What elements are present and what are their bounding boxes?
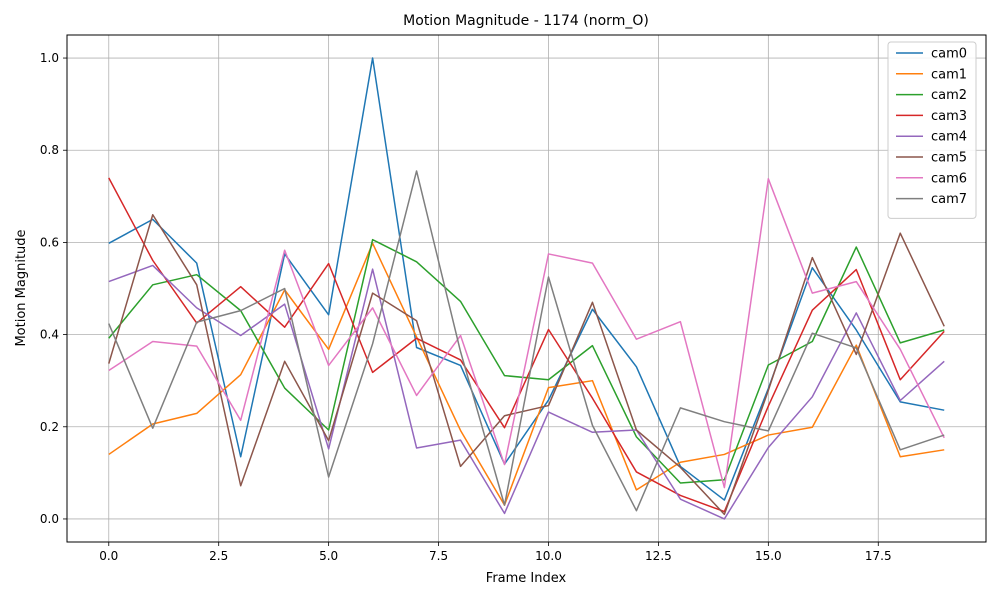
- series-line-cam0: [108, 57, 945, 501]
- x-tick-label: 12.5: [645, 549, 672, 563]
- y-tick-label: 0.2: [40, 420, 59, 434]
- x-axis-label: Frame Index: [486, 571, 567, 586]
- series-line-cam6: [108, 178, 945, 489]
- x-tick-label: 17.5: [865, 549, 892, 563]
- legend: cam0 cam1 cam2 cam3 cam4 cam5 cam6 cam7: [887, 41, 977, 219]
- x-tick-label: 5.0: [319, 549, 338, 563]
- legend-label-cam4: cam4: [931, 130, 967, 145]
- x-tick-label: 15.0: [755, 549, 782, 563]
- series-line-cam5: [108, 214, 945, 516]
- series-line-cam1: [108, 242, 945, 506]
- x-tick-label: 0.0: [99, 549, 118, 563]
- x-tick-label: 10.0: [535, 549, 562, 563]
- legend-label-cam6: cam6: [931, 171, 967, 186]
- x-axis-ticks: 0.0 2.5 5.0 7.5 10.0 12.5 15.0 17.5: [99, 542, 892, 563]
- legend-label-cam2: cam2: [931, 88, 967, 103]
- plot-series: [108, 57, 945, 520]
- y-tick-label: 0.0: [40, 512, 59, 526]
- legend-label-cam3: cam3: [931, 109, 967, 124]
- legend-box: [887, 41, 977, 219]
- series-line-cam3: [108, 177, 945, 513]
- y-tick-label: 0.6: [40, 235, 59, 249]
- legend-label-cam7: cam7: [931, 192, 967, 207]
- legend-label-cam0: cam0: [931, 47, 967, 62]
- legend-label-cam1: cam1: [931, 67, 967, 82]
- chart-title: Motion Magnitude - 1174 (norm_O): [403, 13, 649, 29]
- y-tick-label: 0.8: [40, 143, 59, 157]
- x-tick-label: 7.5: [429, 549, 448, 563]
- axes-frame: [66, 34, 987, 543]
- x-tick-label: 2.5: [209, 549, 228, 563]
- y-tick-label: 0.4: [40, 328, 59, 342]
- y-axis-label: Motion Magnitude: [14, 229, 29, 346]
- grid-lines: [67, 35, 986, 542]
- series-line-cam7: [108, 170, 945, 512]
- y-tick-label: 1.0: [40, 51, 59, 65]
- series-line-cam4: [108, 264, 945, 520]
- y-axis-ticks: 0.0 0.2 0.4 0.6 0.8 1.0: [40, 51, 67, 526]
- legend-label-cam5: cam5: [931, 151, 967, 166]
